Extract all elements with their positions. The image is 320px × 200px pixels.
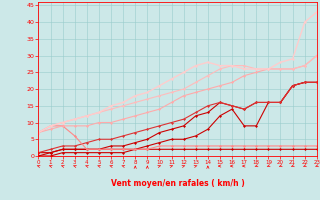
X-axis label: Vent moyen/en rafales ( km/h ): Vent moyen/en rafales ( km/h ) — [111, 179, 244, 188]
